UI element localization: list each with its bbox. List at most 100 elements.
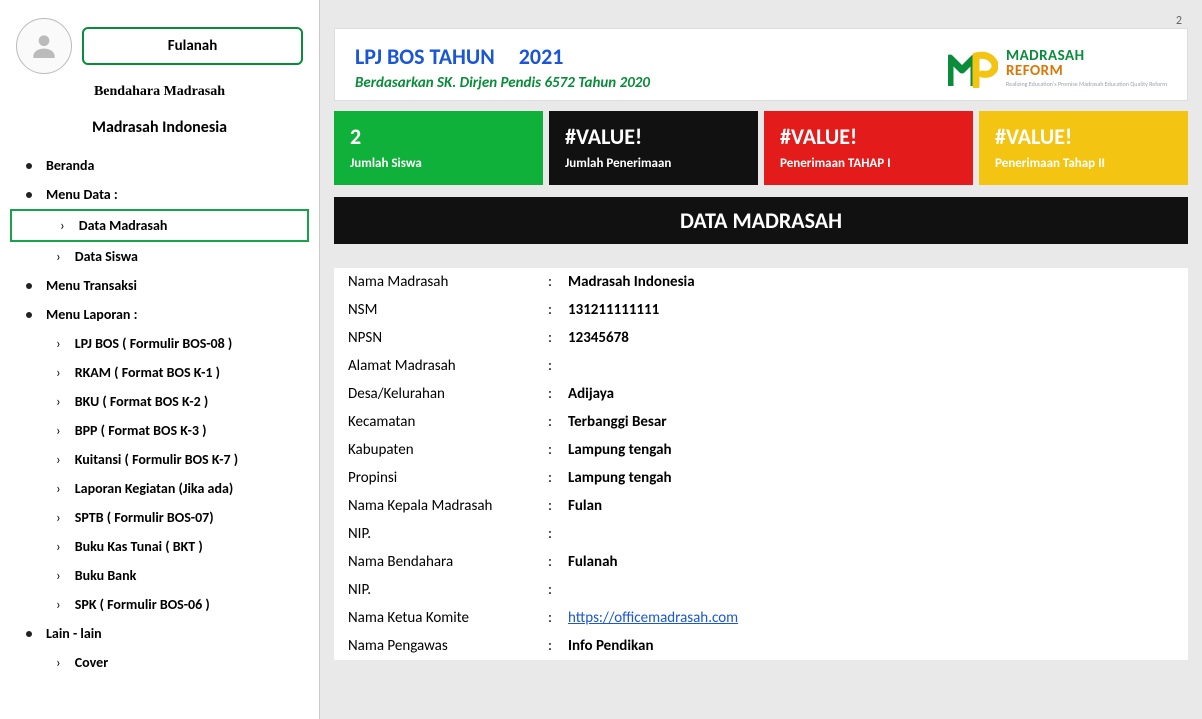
info-label: Alamat Madrasah: [348, 357, 548, 375]
row-nip1: NIP.:: [346, 520, 1176, 548]
subtitle-line: Berdasarkan SK. Dirjen Pendis 6572 Tahun…: [355, 74, 948, 92]
info-label: NSM: [348, 301, 548, 319]
menu-laporan[interactable]: Menu Laporan :: [8, 300, 311, 329]
stat-value: #VALUE!: [565, 123, 742, 150]
info-label: Propinsi: [348, 469, 548, 487]
profile-role: Bendahara Madrasah: [0, 84, 319, 100]
submenu-label: Cover: [75, 654, 108, 671]
sidebar: Fulanah Bendahara Madrasah Madrasah Indo…: [0, 0, 320, 719]
menu-label: Beranda: [46, 157, 94, 174]
row-nsm: NSM:131211111111: [346, 296, 1176, 324]
menu-label: Menu Data :: [46, 186, 118, 203]
submenu-bku[interactable]: ›BKU ( Format BOS K-2 ): [8, 387, 311, 416]
submenu-label: BPP ( Format BOS K-3 ): [75, 422, 207, 439]
row-desa: Desa/Kelurahan:Adijaya: [346, 380, 1176, 408]
submenu-spk[interactable]: ›SPK ( Formulir BOS-06 ): [8, 590, 311, 619]
submenu-label: Data Siswa: [75, 248, 138, 265]
submenu-label: LPJ BOS ( Formulir BOS-08 ): [75, 335, 233, 352]
row-nip2: NIP.:: [346, 576, 1176, 604]
info-label: Nama Madrasah: [348, 273, 548, 291]
info-value-link[interactable]: https://officemadrasah.com: [568, 609, 1174, 627]
stat-label: Penerimaan TAHAP I: [780, 156, 957, 171]
info-label: NIP.: [348, 525, 548, 543]
stat-label: Jumlah Siswa: [350, 156, 527, 171]
stat-value: 2: [350, 123, 527, 150]
menu-beranda[interactable]: Beranda: [8, 151, 311, 180]
row-bendahara: Nama Bendahara:Fulanah: [346, 548, 1176, 576]
submenu-sptb[interactable]: ›SPTB ( Formulir BOS-07): [8, 503, 311, 532]
title-prefix: LPJ BOS TAHUN: [355, 43, 495, 70]
stat-jumlah-penerimaan: #VALUE! Jumlah Penerimaan: [549, 111, 758, 185]
logo-text: MADRASAH REFORM Realizing Education's Pr…: [1006, 49, 1167, 87]
menu-label: Menu Transaksi: [46, 277, 137, 294]
info-label: Nama Kepala Madrasah: [348, 497, 548, 515]
submenu-kuitansi[interactable]: ›Kuitansi ( Formulir BOS K-7 ): [8, 445, 311, 474]
logo-line2: REFORM: [1006, 64, 1167, 79]
avatar: [16, 18, 72, 74]
header-card: LPJ BOS TAHUN 2021 Berdasarkan SK. Dirje…: [334, 28, 1188, 101]
stat-penerimaan-tahap-2: #VALUE! Penerimaan Tahap II: [979, 111, 1188, 185]
info-label: Desa/Kelurahan: [348, 385, 548, 403]
section-title: DATA MADRASAH: [334, 197, 1188, 244]
submenu-laporan-kegiatan[interactable]: ›Laporan Kegiatan (Jika ada): [8, 474, 311, 503]
logo-line3: Realizing Education's Promise Madrasah E…: [1006, 81, 1167, 87]
main: 2 LPJ BOS TAHUN 2021 Berdasarkan SK. Dir…: [320, 0, 1202, 719]
info-value: 131211111111: [568, 301, 1174, 319]
info-value: Fulanah: [568, 553, 1174, 571]
row-kecamatan: Kecamatan:Terbanggi Besar: [346, 408, 1176, 436]
submenu-buku-bank[interactable]: ›Buku Bank: [8, 561, 311, 590]
submenu-label: Buku Bank: [75, 567, 137, 584]
info-value: Lampung tengah: [568, 469, 1174, 487]
menu-transaksi[interactable]: Menu Transaksi: [8, 271, 311, 300]
menu-data[interactable]: Menu Data :: [8, 180, 311, 209]
title-block: LPJ BOS TAHUN 2021 Berdasarkan SK. Dirje…: [355, 43, 948, 92]
submenu-bkt[interactable]: ›Buku Kas Tunai ( BKT ): [8, 532, 311, 561]
info-value: Madrasah Indonesia: [568, 273, 1174, 291]
row-kepala: Nama Kepala Madrasah:Fulan: [346, 492, 1176, 520]
profile-name: Fulanah: [82, 27, 303, 65]
submenu-label: SPK ( Formulir BOS-06 ): [75, 596, 210, 613]
stat-label: Penerimaan Tahap II: [995, 156, 1172, 171]
menu: Beranda Menu Data : ›Data Madrasah ›Data…: [0, 151, 319, 677]
submenu-data-madrasah[interactable]: ›Data Madrasah: [10, 209, 309, 242]
page-number: 2: [334, 14, 1188, 28]
info-label: NIP.: [348, 581, 548, 599]
info-value: Adijaya: [568, 385, 1174, 403]
stat-jumlah-siswa: 2 Jumlah Siswa: [334, 111, 543, 185]
submenu-cover[interactable]: ›Cover: [8, 648, 311, 677]
info-value: Lampung tengah: [568, 441, 1174, 459]
info-label: Kecamatan: [348, 413, 548, 431]
stat-label: Jumlah Penerimaan: [565, 156, 742, 171]
menu-lain-lain[interactable]: Lain - lain: [8, 619, 311, 648]
info-label: Kabupaten: [348, 441, 548, 459]
submenu-label: Laporan Kegiatan (Jika ada): [75, 480, 234, 497]
info-label: NPSN: [348, 329, 548, 347]
row-alamat: Alamat Madrasah:: [346, 352, 1176, 380]
row-nama-madrasah: Nama Madrasah:Madrasah Indonesia: [346, 268, 1176, 296]
info-label: Nama Pengawas: [348, 637, 548, 655]
row-kabupaten: Kabupaten:Lampung tengah: [346, 436, 1176, 464]
stat-penerimaan-tahap-1: #VALUE! Penerimaan TAHAP I: [764, 111, 973, 185]
info-label: Nama Ketua Komite: [348, 609, 548, 627]
submenu-label: BKU ( Format BOS K-2 ): [75, 393, 209, 410]
info-value: 12345678: [568, 329, 1174, 347]
stats-row: 2 Jumlah Siswa #VALUE! Jumlah Penerimaan…: [334, 111, 1188, 185]
submenu-lpj-bos[interactable]: ›LPJ BOS ( Formulir BOS-08 ): [8, 329, 311, 358]
row-npsn: NPSN:12345678: [346, 324, 1176, 352]
submenu-label: Data Madrasah: [79, 217, 168, 234]
info-value: Info Pendikan: [568, 637, 1174, 655]
row-pengawas: Nama Pengawas:Info Pendikan: [346, 632, 1176, 660]
submenu-rkam[interactable]: ›RKAM ( Format BOS K-1 ): [8, 358, 311, 387]
stat-value: #VALUE!: [780, 123, 957, 150]
info-panel: Nama Madrasah:Madrasah Indonesia NSM:131…: [334, 268, 1188, 660]
menu-label: Lain - lain: [46, 625, 102, 642]
submenu-label: Buku Kas Tunai ( BKT ): [75, 538, 203, 555]
submenu-data-siswa[interactable]: ›Data Siswa: [8, 242, 311, 271]
row-propinsi: Propinsi:Lampung tengah: [346, 464, 1176, 492]
info-value: Terbanggi Besar: [568, 413, 1174, 431]
title-line: LPJ BOS TAHUN 2021: [355, 43, 948, 70]
submenu-bpp[interactable]: ›BPP ( Format BOS K-3 ): [8, 416, 311, 445]
menu-label: Menu Laporan :: [46, 306, 137, 323]
logo: MADRASAH REFORM Realizing Education's Pr…: [948, 48, 1167, 88]
submenu-label: SPTB ( Formulir BOS-07): [75, 509, 214, 526]
